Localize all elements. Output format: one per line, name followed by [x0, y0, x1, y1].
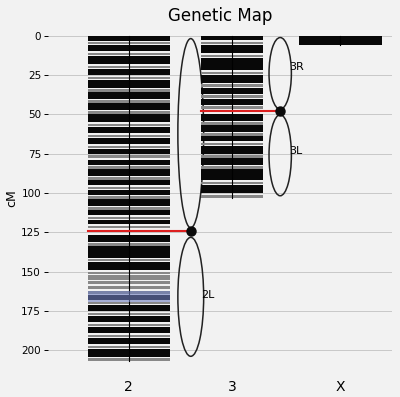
Bar — [88, 346, 170, 348]
Bar — [201, 195, 263, 198]
Bar — [201, 170, 263, 180]
Bar — [201, 133, 263, 135]
Bar — [201, 45, 263, 53]
Y-axis label: cM: cM — [6, 190, 18, 207]
Bar — [88, 127, 170, 133]
Bar — [88, 100, 170, 102]
Bar — [88, 247, 170, 258]
Bar — [201, 75, 263, 83]
Bar — [88, 114, 170, 122]
Bar — [88, 111, 170, 114]
Bar — [88, 190, 170, 195]
Bar — [201, 42, 263, 44]
Bar — [201, 88, 263, 94]
Bar — [88, 291, 170, 294]
Bar — [201, 122, 263, 125]
Bar — [88, 92, 170, 98]
Text: X: X — [336, 380, 345, 394]
Bar — [88, 243, 170, 246]
Bar — [88, 272, 170, 274]
Bar — [88, 42, 170, 44]
Text: 3: 3 — [228, 380, 236, 394]
Bar — [88, 124, 170, 126]
Bar — [88, 207, 170, 210]
Bar — [88, 69, 170, 75]
Bar — [88, 235, 170, 242]
Bar — [88, 138, 170, 144]
Bar — [88, 335, 170, 337]
Bar — [88, 286, 170, 289]
Bar — [201, 158, 263, 165]
Text: 3R: 3R — [289, 62, 304, 72]
Bar — [88, 226, 170, 228]
Bar — [299, 36, 382, 45]
Bar — [88, 160, 170, 165]
Bar — [201, 95, 263, 98]
Bar — [88, 312, 170, 315]
Bar — [88, 187, 170, 189]
Bar — [88, 259, 170, 262]
Bar — [88, 53, 170, 55]
Bar — [201, 36, 263, 40]
Text: 2L: 2L — [201, 290, 214, 300]
Bar — [88, 327, 170, 333]
Bar — [88, 217, 170, 219]
Bar — [88, 149, 170, 154]
Bar — [88, 36, 170, 41]
Bar — [88, 45, 170, 51]
Bar — [201, 143, 263, 145]
Bar — [88, 210, 170, 215]
Bar — [88, 316, 170, 322]
Bar — [88, 281, 170, 284]
Bar — [88, 302, 170, 304]
Bar — [88, 103, 170, 110]
Text: 2R: 2R — [201, 122, 216, 132]
Bar — [88, 295, 170, 300]
Bar — [88, 338, 170, 344]
Bar — [201, 54, 263, 57]
Bar — [201, 185, 263, 193]
Bar — [201, 85, 263, 87]
Bar — [88, 305, 170, 311]
Bar — [201, 106, 263, 109]
Bar — [201, 182, 263, 184]
Bar — [201, 125, 263, 132]
Bar — [201, 98, 263, 105]
Bar — [201, 166, 263, 169]
Bar — [201, 114, 263, 121]
Bar — [201, 155, 263, 158]
Bar — [88, 155, 170, 158]
Bar — [88, 66, 170, 68]
Bar — [88, 146, 170, 148]
Bar — [88, 177, 170, 179]
Bar — [88, 196, 170, 198]
Bar — [88, 275, 170, 280]
Bar — [201, 136, 263, 141]
Bar — [201, 146, 263, 154]
Bar — [88, 170, 170, 176]
Bar — [88, 349, 170, 357]
Bar — [88, 199, 170, 206]
Bar — [88, 135, 170, 137]
Bar — [201, 58, 263, 70]
Bar — [88, 89, 170, 92]
Bar — [88, 56, 170, 64]
Bar — [88, 80, 170, 88]
Bar — [88, 180, 170, 185]
Bar — [88, 358, 170, 361]
Bar — [201, 72, 263, 74]
Bar — [88, 166, 170, 169]
Bar — [88, 220, 170, 224]
Bar — [88, 77, 170, 79]
Bar — [88, 291, 170, 302]
Title: Genetic Map: Genetic Map — [168, 7, 272, 25]
Bar — [88, 262, 170, 270]
Text: 2: 2 — [124, 380, 133, 394]
Text: 3L: 3L — [289, 146, 302, 156]
Bar — [88, 324, 170, 326]
